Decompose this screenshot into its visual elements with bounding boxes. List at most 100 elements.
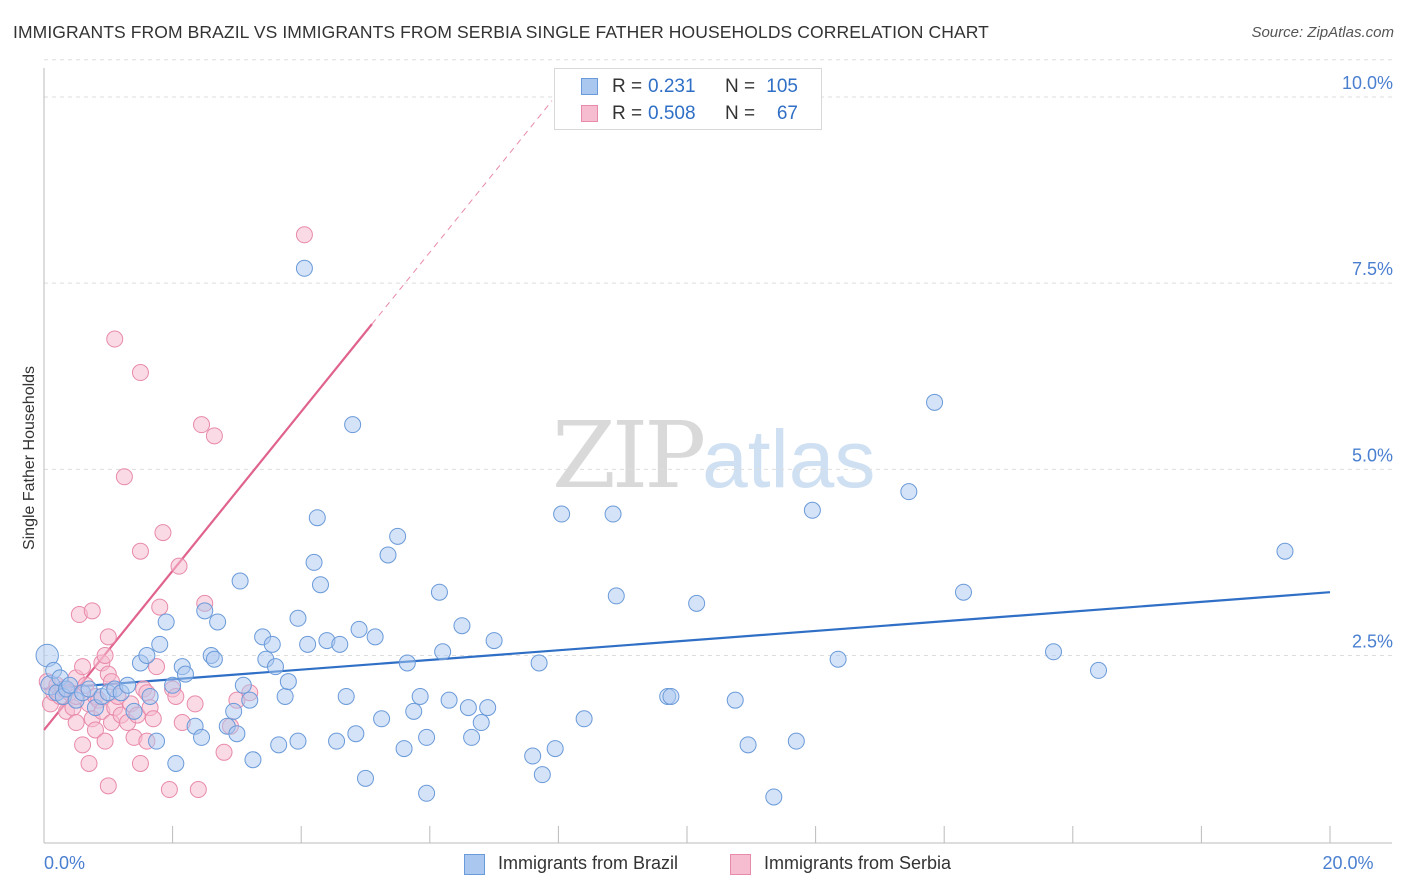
brazil-point	[279, 673, 297, 691]
brazil-point	[765, 788, 783, 806]
serbia-point	[99, 777, 117, 795]
brazil-point	[263, 635, 281, 653]
brazil-point	[739, 736, 757, 754]
brazil-point	[148, 732, 166, 750]
serbia-trend-extension	[371, 100, 553, 325]
brazil-point	[80, 680, 98, 698]
brazil-point	[350, 620, 368, 638]
brazil-r-value: 0.231	[648, 76, 696, 97]
brazil-point	[453, 617, 471, 635]
brazil-point	[231, 572, 249, 590]
brazil-point	[485, 632, 503, 650]
stat-row-brazil: R = 0.231 N = 105	[555, 73, 821, 99]
brazil-point	[299, 635, 317, 653]
legend-label-serbia: Immigrants from Serbia	[764, 853, 952, 873]
brazil-point	[926, 393, 944, 411]
brazil-point	[553, 505, 571, 523]
brazil-point	[241, 691, 259, 709]
serbia-point	[151, 598, 169, 616]
brazil-point	[328, 732, 346, 750]
brazil-point	[418, 784, 436, 802]
brazil-point	[954, 583, 972, 601]
brazil-point	[193, 728, 211, 746]
tick-labels: 2.5% 5.0% 7.5% 10.0% 0.0% 20.0%	[44, 73, 1393, 873]
serbia-r-value: 0.508	[648, 103, 696, 124]
serbia-point	[74, 658, 92, 676]
brazil-point	[344, 416, 362, 434]
serbia-point	[154, 524, 172, 542]
brazil-point	[295, 259, 313, 277]
y-tick-label: 5.0%	[1352, 445, 1393, 465]
brazil-point	[530, 654, 548, 672]
brazil-point	[157, 613, 175, 631]
brazil-point	[398, 654, 416, 672]
brazil-point	[787, 732, 805, 750]
watermark-atlas: atlas	[702, 414, 876, 505]
brazil-point	[266, 658, 284, 676]
brazil-point	[151, 635, 169, 653]
brazil-swatch	[581, 78, 598, 95]
serbia-point	[67, 714, 85, 732]
watermark-zip: ZIP	[552, 402, 706, 509]
serbia-point	[96, 732, 114, 750]
brazil-point	[331, 635, 349, 653]
brazil-trend-line	[43, 591, 1331, 691]
brazil-point	[575, 710, 593, 728]
brazil-point	[228, 725, 246, 743]
brazil-point	[607, 587, 625, 605]
chart-title: IMMIGRANTS FROM BRAZIL VS IMMIGRANTS FRO…	[13, 22, 989, 42]
source-credit: Source: ZipAtlas.com	[1251, 24, 1394, 41]
serbia-points	[38, 226, 313, 799]
brazil-point	[430, 583, 448, 601]
brazil-point	[434, 643, 452, 661]
y-tick-label: 10.0%	[1342, 73, 1393, 93]
brazil-r-label: R =	[612, 76, 643, 97]
brazil-point	[357, 769, 374, 787]
brazil-point	[389, 527, 407, 545]
brazil-point	[305, 553, 323, 571]
brazil-point	[225, 702, 243, 720]
brazil-point	[524, 747, 542, 765]
brazil-point	[311, 576, 329, 594]
brazil-point	[1045, 643, 1063, 661]
x-tick-label: 0.0%	[44, 853, 85, 873]
brazil-point	[164, 676, 182, 694]
serbia-n-label: N =	[725, 103, 756, 124]
serbia-point	[96, 647, 114, 664]
brazil-point	[209, 613, 227, 631]
brazil-points	[35, 259, 1294, 806]
brazil-point	[479, 699, 497, 717]
brazil-point	[440, 691, 458, 709]
serbia-point	[215, 743, 233, 761]
trend-lines	[43, 100, 1331, 731]
brazil-point	[366, 628, 384, 646]
legend-label-brazil: Immigrants from Brazil	[498, 853, 679, 873]
brazil-n-label: N =	[725, 76, 756, 97]
brazil-point	[234, 676, 252, 694]
brazil-point	[138, 647, 156, 664]
serbia-point	[115, 468, 133, 486]
brazil-point	[900, 483, 918, 501]
serbia-point	[106, 330, 124, 348]
serbia-point	[144, 710, 162, 728]
brazil-point	[604, 505, 622, 523]
x-tick-label: 20.0%	[1322, 853, 1373, 873]
brazil-n-value: 105	[766, 76, 798, 97]
serbia-r-label: R =	[612, 103, 643, 124]
brazil-point	[395, 740, 413, 758]
legend-swatch-brazil	[464, 854, 485, 875]
brazil-point	[289, 609, 307, 627]
brazil-point	[61, 676, 79, 694]
axes	[43, 68, 1392, 844]
serbia-point	[74, 736, 92, 754]
serbia-point	[80, 754, 98, 772]
brazil-point	[546, 740, 564, 758]
serbia-point	[170, 557, 188, 575]
serbia-point	[189, 781, 207, 799]
gridlines	[44, 59, 1392, 656]
legend-swatch-serbia	[730, 854, 751, 875]
serbia-point	[186, 695, 204, 713]
brazil-point	[459, 699, 477, 717]
brazil-point	[1276, 542, 1294, 560]
